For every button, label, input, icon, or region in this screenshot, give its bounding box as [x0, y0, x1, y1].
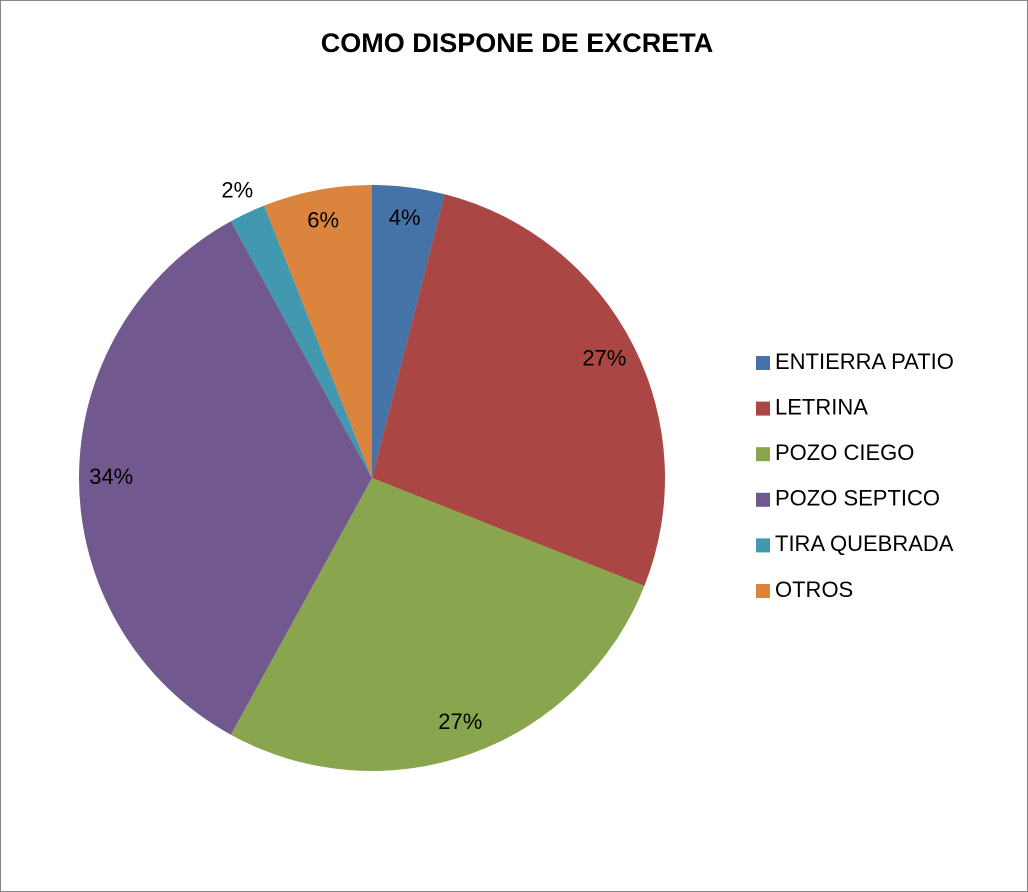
chart-title: COMO DISPONE DE EXCRETA: [321, 28, 714, 58]
legend-swatch: [756, 401, 770, 416]
pie-slice: [264, 185, 372, 478]
data-label: 34%: [89, 464, 133, 489]
pie-slice: [230, 205, 372, 478]
legend-label: POZO CIEGO: [775, 440, 914, 465]
legend-label: POZO SEPTICO: [775, 486, 940, 511]
data-label: 4%: [389, 205, 421, 230]
pie-slice: [230, 478, 645, 771]
pie-slice: [372, 185, 445, 478]
legend-swatch: [756, 492, 770, 507]
legend-label: LETRINA: [775, 394, 868, 419]
data-label: 6%: [307, 208, 339, 233]
data-label: 2%: [221, 177, 253, 202]
legend-label: TIRA QUEBRADA: [775, 531, 954, 556]
data-label: 27%: [582, 345, 626, 370]
legend-swatch: [756, 356, 770, 370]
legend-label: OTROS: [775, 577, 853, 602]
pie-slice: [79, 221, 373, 735]
legend-swatch: [756, 538, 770, 553]
pie-slice: [372, 194, 665, 586]
legend-label: ENTIERRA PATIO: [775, 349, 954, 374]
legend-swatch: [756, 584, 770, 598]
legend-swatch: [756, 447, 770, 462]
data-label: 27%: [438, 709, 482, 734]
